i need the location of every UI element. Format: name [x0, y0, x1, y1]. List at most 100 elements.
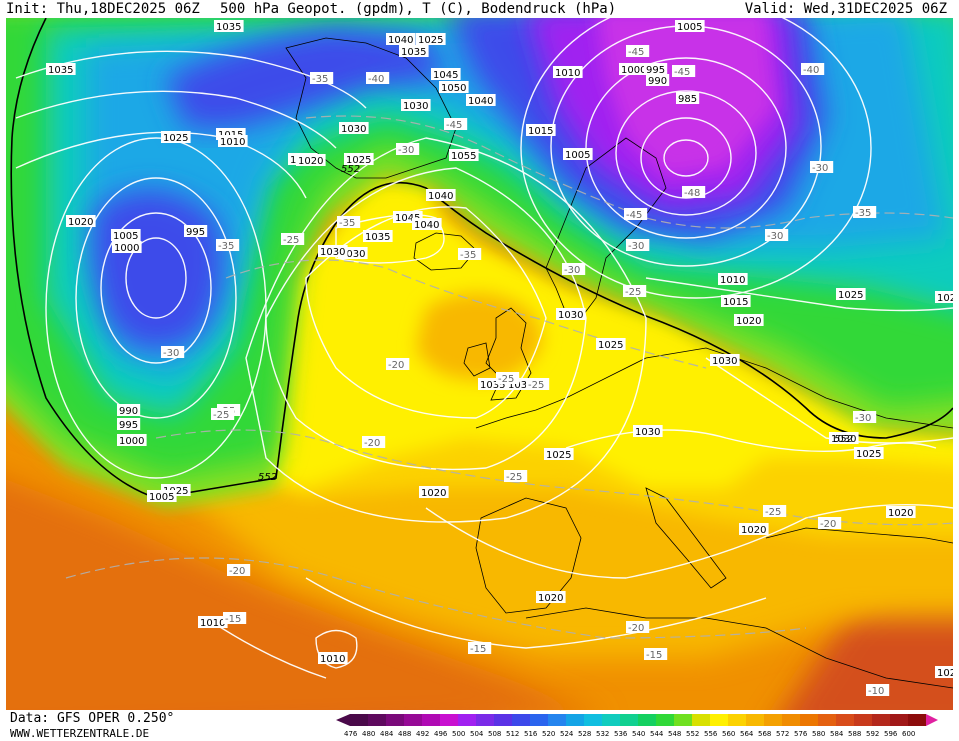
temperature-label: -10: [868, 686, 884, 697]
isobar-label-box: [111, 229, 141, 241]
isobar-low-w-2: [100, 212, 212, 364]
isobar-label: 1030: [635, 427, 660, 438]
isobar-label-box: [318, 652, 348, 664]
temperature-label-box: [801, 63, 825, 75]
isobar-label-box: [675, 20, 705, 32]
temperature-label: -45: [674, 67, 690, 78]
isobar-label-box: [553, 66, 583, 78]
isobar-label-box: [214, 20, 244, 32]
temperature-label: -20: [820, 519, 836, 530]
temperature-label-box: [310, 72, 334, 84]
isobar-label-box: [886, 506, 916, 518]
isobar-label: 1005: [565, 150, 590, 161]
isotherm-4: [305, 115, 953, 229]
legend-value: 540: [632, 730, 645, 738]
isobar-label: 1040: [414, 220, 439, 231]
isobar-label-box: [526, 124, 556, 136]
isobar-label-box: [439, 81, 469, 93]
isobar-label-box: [386, 33, 416, 45]
contour-552-label: 552: [258, 472, 277, 483]
isobar-label: 1010: [555, 68, 580, 79]
temperature-label-box: [223, 612, 247, 624]
legend-value: 520: [542, 730, 555, 738]
isobar-label-box: [710, 354, 740, 366]
isobar-label-box: [633, 425, 663, 437]
temperature-label-box: [161, 346, 185, 358]
isobar-label-box: [721, 295, 751, 307]
temperature-label: -45: [628, 47, 644, 58]
temperature-label-box: [281, 233, 305, 245]
legend-value: 544: [650, 730, 664, 738]
temperature-label: -48: [684, 188, 700, 199]
temperature-label-box: [211, 408, 235, 420]
legend-swatches: [336, 714, 938, 726]
legend-swatch: [440, 714, 458, 726]
isobar-label: 1020: [741, 525, 766, 536]
temperature-label-box: [623, 285, 647, 297]
isobar-label: 1055: [451, 151, 476, 162]
temperature-label: -25: [765, 507, 781, 518]
isobar-label: 1035: [480, 380, 505, 391]
isobar-label: 1020: [421, 488, 446, 499]
legend-value: 512: [506, 730, 519, 738]
isobar-label: 1005: [113, 231, 138, 242]
legend-value: 564: [740, 730, 754, 738]
legend-value: 596: [884, 730, 898, 738]
temperature-label: -35: [312, 74, 328, 85]
isobar-label-box: [419, 486, 449, 498]
isobar-label-box: [536, 591, 566, 603]
isobar-label-box: [935, 291, 953, 303]
legend-swatch: [854, 714, 872, 726]
website-credit: WWW.WETTERZENTRALE.DE: [10, 727, 150, 740]
temperature-label: -20: [388, 360, 404, 371]
temperature-label: -25: [283, 235, 299, 246]
legend-value: 576: [794, 730, 808, 738]
isobar-label: 1025: [856, 449, 881, 460]
isobar-label-box: [66, 215, 96, 227]
legend-value: 600: [902, 730, 915, 738]
temperature-label: -45: [446, 120, 462, 131]
isobar-label: 1015: [528, 126, 553, 137]
isobar-labels: 1035104010351045105010401030103510251015…: [46, 20, 953, 679]
isobar-label: 1035: [401, 47, 426, 58]
temperature-label: -30: [628, 241, 644, 252]
temperature-label-box: [458, 248, 482, 260]
isobar-label-box: [426, 189, 456, 201]
temperature-label: -30: [163, 348, 179, 359]
legend-swatch: [350, 714, 368, 726]
isobar-label: 1020: [298, 156, 323, 167]
legend-values: 476 480 484 488 492 496 500 504 508 512 516 520 524 5…: [344, 730, 915, 738]
isobar-1020-south: [425, 503, 953, 579]
legend-value: 548: [668, 730, 681, 738]
isobar-label: 1035: [365, 232, 390, 243]
isobar-label-box: [117, 418, 141, 430]
data-source: Data: GFS OPER 0.250°: [10, 711, 175, 726]
legend-value: 488: [398, 730, 411, 738]
isotherm-2: [155, 429, 953, 526]
isobar-label-box: [161, 131, 191, 143]
temperature-label: -25: [506, 472, 522, 483]
legend-value: 524: [560, 730, 574, 738]
legend-value: 568: [758, 730, 771, 738]
isobar-label: 1020: [68, 217, 93, 228]
isobar-label-box: [646, 74, 670, 86]
legend-swatch: [548, 714, 566, 726]
field-orange-dark: [6, 479, 586, 710]
isobar-label: 1030: [320, 247, 345, 258]
isobar-label-box: [117, 434, 147, 446]
isobar-label-box: [449, 149, 479, 161]
temperature-label: -40: [368, 74, 384, 85]
isobar-label-box: [563, 148, 593, 160]
legend-swatch: [656, 714, 674, 726]
temperature-label-box: [216, 239, 240, 251]
isobar-label: 1020: [736, 316, 761, 327]
temperature-label: -20: [628, 623, 644, 634]
isobar-label: 1020: [888, 508, 913, 519]
coast-british-isles: [485, 307, 532, 401]
legend-swatch: [818, 714, 836, 726]
isobar-label: 1045: [395, 213, 420, 224]
coast-turkey: [765, 527, 953, 544]
temperature-label: -15: [470, 644, 486, 655]
isobar-label: 1030: [341, 124, 366, 135]
temperature-label: -45: [626, 210, 642, 221]
